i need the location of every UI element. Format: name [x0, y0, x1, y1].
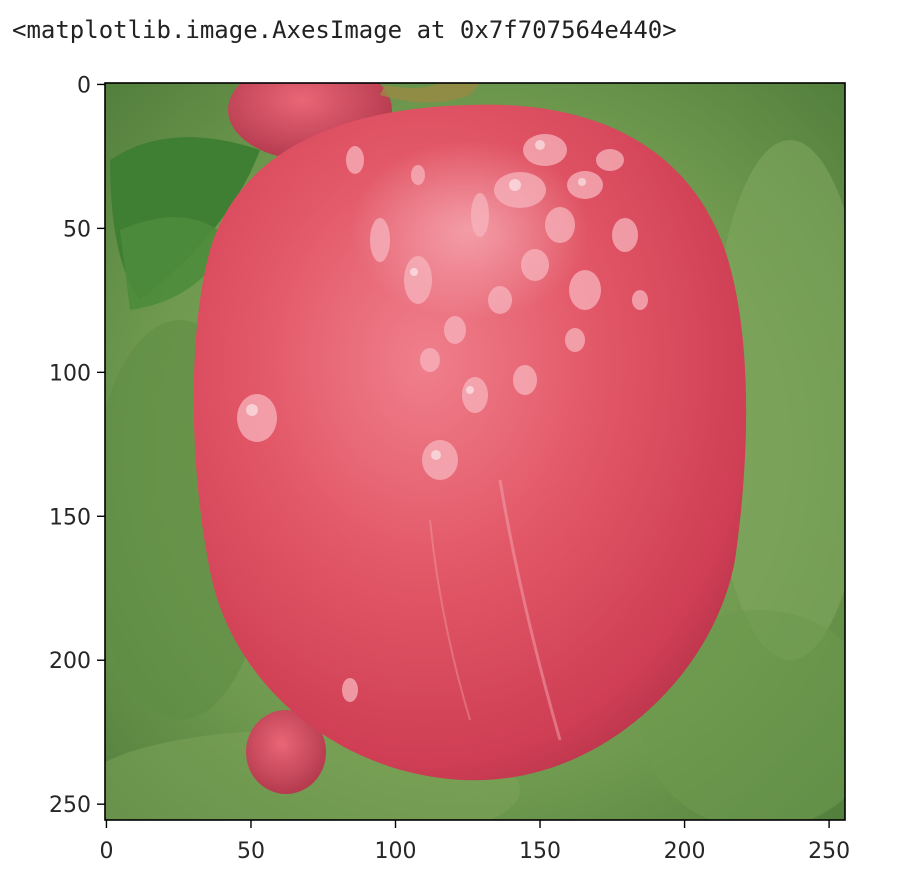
y-tick-label: 150 [49, 505, 91, 530]
water-droplets [237, 134, 648, 702]
x-tick-label: 250 [808, 839, 850, 864]
background-apple-bottom [246, 710, 326, 794]
x-tick-label: 0 [99, 839, 113, 864]
y-tick-label: 200 [49, 649, 91, 674]
output-repr-text: <matplotlib.image.AxesImage at 0x7f70756… [12, 16, 677, 44]
main-apple [193, 104, 747, 781]
axes-frame [104, 82, 846, 821]
x-tick-label: 100 [375, 839, 417, 864]
x-tick-label: 150 [519, 839, 561, 864]
y-axis: 0 50 100 150 200 250 [49, 73, 105, 818]
y-tick-label: 250 [49, 793, 91, 818]
y-tick-label: 0 [77, 73, 91, 98]
x-tick-label: 200 [664, 839, 706, 864]
x-tick-label: 50 [237, 839, 265, 864]
photo-content [105, 83, 845, 820]
x-axis: 0 50 100 150 200 250 [99, 820, 850, 864]
y-tick-label: 50 [63, 217, 91, 242]
y-tick-label: 100 [49, 361, 91, 386]
